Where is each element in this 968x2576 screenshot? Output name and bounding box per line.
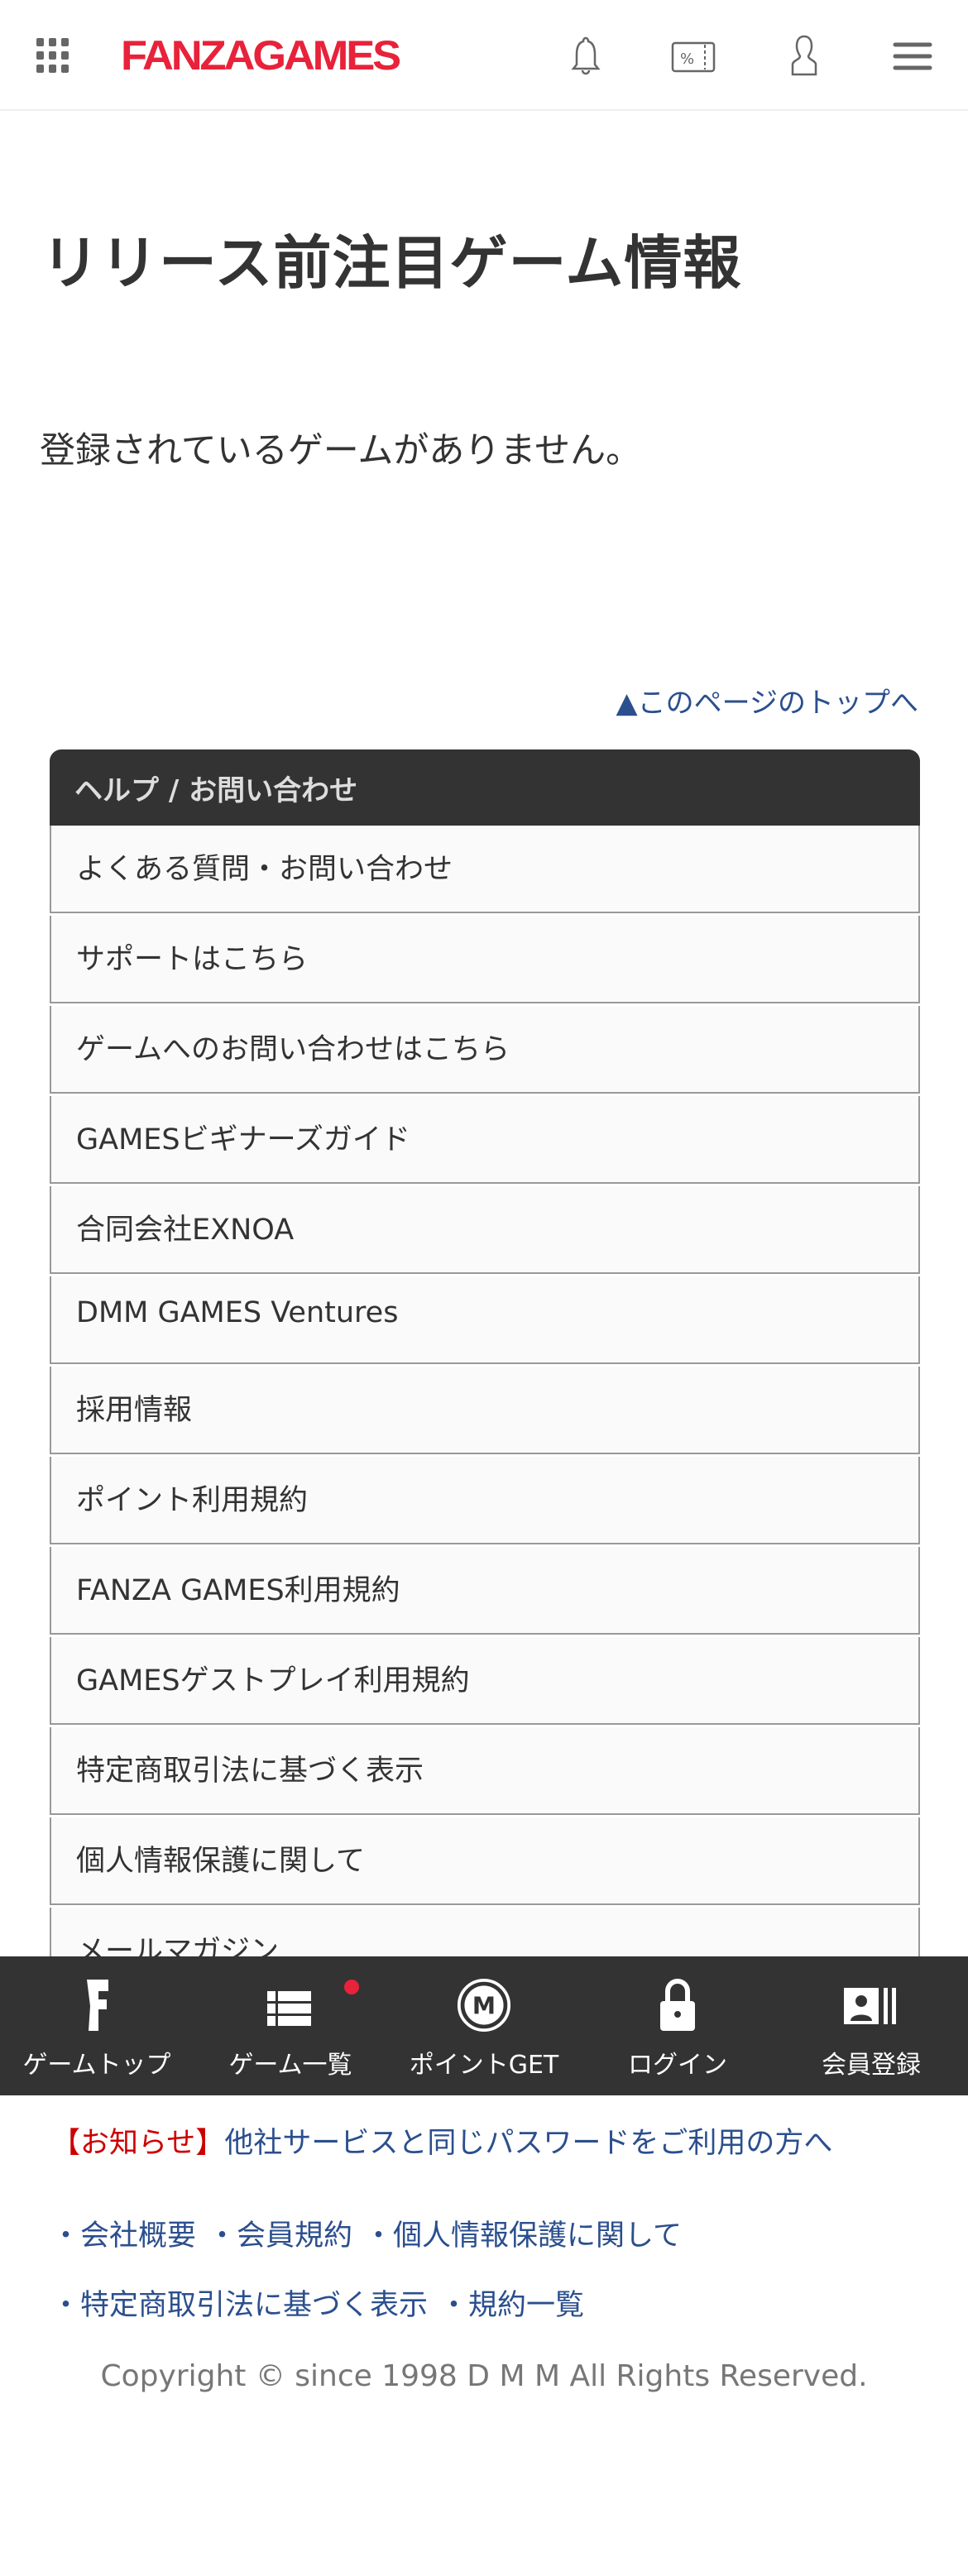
help-list-item[interactable]: メールマガジン bbox=[50, 1908, 920, 1956]
help-list: よくある質問・お問い合わせ サポートはこちら ゲームへのお問い合わせはこちら GAME… bbox=[50, 826, 920, 1956]
help-list-item[interactable]: GAMESゲストプレイ利用規約 bbox=[50, 1637, 920, 1725]
m-point-icon: M bbox=[457, 1978, 511, 2033]
back-to-top-link[interactable]: ▲このページのトップへ bbox=[616, 687, 918, 720]
help-list-item[interactable]: ポイント利用規約 bbox=[50, 1457, 920, 1544]
notice-text: 他社サービスと同じパスワードをご利用の方へ bbox=[224, 2127, 833, 2160]
footer-link-terms-list[interactable]: ・規約一覧 bbox=[439, 2289, 585, 2322]
help-list-item[interactable]: FANZA GAMES利用規約 bbox=[50, 1547, 920, 1635]
fanza-games-logo[interactable]: FANZAGAMES bbox=[121, 32, 401, 79]
help-heading: ヘルプ / お問い合わせ bbox=[50, 749, 920, 826]
coupon-icon[interactable]: % bbox=[670, 33, 716, 79]
footer-links-row1: ・会社概要 ・会員規約 ・個人情報保護に関して bbox=[51, 2212, 693, 2254]
nav-label: 会員登録 bbox=[822, 2051, 921, 2080]
help-section: ヘルプ / お問い合わせ よくある質問・お問い合わせ サポートはこちら ゲームへのお… bbox=[50, 749, 920, 1956]
header: FANZAGAMES % bbox=[0, 0, 968, 111]
notification-badge bbox=[344, 1980, 359, 1994]
bottom-nav: ゲームトップ ゲーム一覧 M ポイントGET ログイン 会員登録 bbox=[0, 1956, 968, 2095]
user-icon[interactable] bbox=[781, 33, 827, 79]
footer-link-commercial-law[interactable]: ・特定商取引法に基づく表示 bbox=[51, 2289, 429, 2322]
footer-link-terms[interactable]: ・会員規約 bbox=[208, 2219, 353, 2253]
nav-point-get[interactable]: M ポイントGET bbox=[387, 1956, 581, 2095]
svg-text:M: M bbox=[472, 1992, 496, 2019]
nav-label: ポイントGET bbox=[409, 2051, 559, 2080]
help-list-item[interactable]: サポートはこちら bbox=[50, 916, 920, 1003]
copyright: Copyright © since 1998 D M M All Rights … bbox=[100, 2359, 868, 2393]
password-notice-link[interactable]: 【お知らせ】他社サービスと同じパスワードをご利用の方へ bbox=[51, 2119, 832, 2162]
lock-icon bbox=[660, 1979, 695, 2031]
nav-label: ログイン bbox=[628, 2051, 727, 2080]
help-list-item[interactable]: よくある質問・お問い合わせ bbox=[50, 826, 920, 913]
nav-label: ゲーム一覧 bbox=[228, 2051, 352, 2080]
svg-text:%: % bbox=[680, 50, 694, 68]
grid-icon[interactable] bbox=[33, 33, 79, 79]
help-list-item[interactable]: DMM GAMES Ventures bbox=[50, 1276, 920, 1364]
empty-message: 登録されているゲームがありません。 bbox=[40, 430, 642, 472]
help-list-item[interactable]: 採用情報 bbox=[50, 1367, 920, 1454]
footer-link-company[interactable]: ・会社概要 bbox=[51, 2219, 197, 2253]
nav-register[interactable]: 会員登録 bbox=[774, 1956, 968, 2095]
footer-links-row2: ・特定商取引法に基づく表示 ・規約一覧 bbox=[51, 2282, 596, 2324]
nav-label: ゲームトップ bbox=[22, 2051, 171, 2080]
nav-game-top[interactable]: ゲームトップ bbox=[0, 1956, 194, 2095]
notice-tag: 【お知らせ】 bbox=[51, 2127, 225, 2160]
menu-icon[interactable] bbox=[890, 33, 937, 79]
help-list-item[interactable]: 合同会社EXNOA bbox=[50, 1186, 920, 1274]
list-icon bbox=[267, 1991, 311, 2026]
help-list-item[interactable]: ゲームへのお問い合わせはこちら bbox=[50, 1006, 920, 1094]
bell-icon[interactable] bbox=[563, 33, 609, 79]
fanza-f-icon bbox=[87, 1980, 108, 2031]
footer-link-privacy[interactable]: ・個人情報保護に関して bbox=[364, 2219, 682, 2253]
page-title: リリース前注目ゲーム情報 bbox=[41, 229, 742, 297]
help-list-item[interactable]: 個人情報保護に関して bbox=[50, 1817, 920, 1905]
help-list-item[interactable]: 特定商取引法に基づく表示 bbox=[50, 1727, 920, 1815]
nav-login[interactable]: ログイン bbox=[581, 1956, 774, 2095]
help-list-item[interactable]: GAMESビギナーズガイド bbox=[50, 1096, 920, 1184]
member-card-icon bbox=[844, 1988, 896, 2024]
nav-game-list[interactable]: ゲーム一覧 bbox=[194, 1956, 387, 2095]
